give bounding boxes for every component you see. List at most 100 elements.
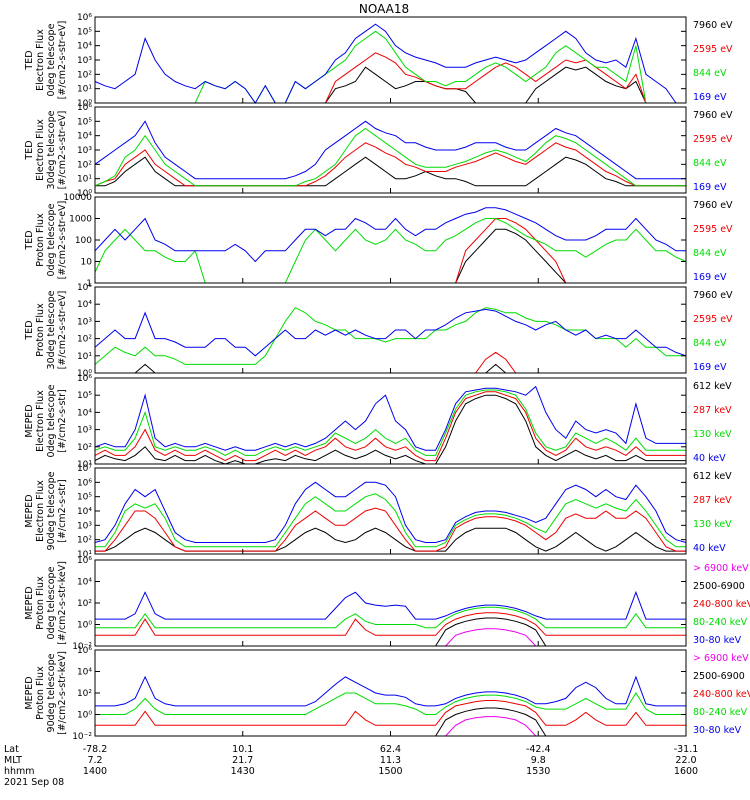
y-axis-label: 0deg telescope: [46, 203, 57, 276]
chart-title: NOAA18: [359, 2, 409, 16]
y-tick-label: 10⁰: [77, 99, 92, 109]
y-tick-label: 10²: [77, 536, 92, 546]
y-axis-label: [#/cm2-s-str-eV]: [57, 201, 68, 280]
series-line-8-5: [95, 675, 686, 707]
y-axis-label: 30deg telescope: [46, 290, 57, 369]
y-axis-label: 30deg telescope: [46, 110, 57, 189]
panel-frame: [94, 106, 687, 194]
y-tick-label: 10⁵: [77, 493, 92, 503]
legend-entry: 130 keV: [693, 429, 732, 440]
footer-tick-mlt: 7.2: [87, 755, 102, 766]
y-axis-label: 90deg telescope: [46, 653, 57, 732]
series-line-3-3: [94, 218, 687, 284]
footer-tick-hhmm: 1600: [674, 766, 698, 777]
legend-entry: 169 eV: [693, 92, 727, 103]
footer-date: 2021 Sep 08: [4, 777, 64, 788]
series-line-2-3: [94, 127, 686, 187]
footer-tick-mlt: 22.0: [675, 755, 696, 766]
y-tick-label: 10¹: [77, 460, 92, 470]
y-axis-label: [#/cm2-s-str-eV]: [57, 21, 68, 100]
y-tick-label: 10²: [77, 443, 92, 453]
footer-tick-lat: 62.4: [380, 744, 401, 755]
y-tick-label: 10⁵: [77, 117, 92, 127]
y-tick-label: 10⁶: [77, 13, 92, 23]
y-axis-label: Proton Flux: [35, 576, 46, 630]
series-line-8-3: [95, 700, 686, 726]
y-tick-label: 10³: [77, 56, 92, 66]
series-line-5-1: [94, 394, 686, 465]
y-tick-label: 10²: [77, 599, 92, 609]
y-tick-label: 10⁷: [77, 464, 92, 474]
series-line-7-4: [95, 606, 686, 629]
y-tick-label: 10⁵: [77, 391, 92, 401]
series-line-3-1: [95, 228, 686, 284]
y-tick-label: 10⁴: [77, 507, 92, 517]
y-tick-label: 10⁰: [77, 621, 92, 631]
legend-entry: 612 keV: [693, 471, 732, 482]
y-axis-label: MEPED: [24, 676, 35, 709]
series-line-6-3: [95, 493, 686, 548]
y-tick-label: 100: [75, 236, 92, 246]
panel-3: 1 10 100 1000 10000 TED Proton Flux 0deg telesc…: [24, 193, 733, 289]
series-line-2-1: [95, 156, 686, 187]
panel-frame: [94, 649, 687, 737]
y-tick-label: 10⁶: [77, 478, 92, 488]
y-tick-label: 10²: [77, 160, 92, 170]
y-axis-label: Proton Flux: [35, 213, 46, 267]
y-axis-label: Electron Flux: [35, 390, 46, 452]
y-tick-label: 10000: [63, 193, 92, 203]
y-tick-label: 10¹: [77, 175, 92, 185]
footer-tick-hhmm: 1500: [378, 766, 402, 777]
legend-entry: 7960 eV: [693, 290, 733, 301]
legend-entry: 80-240 keV: [693, 707, 748, 718]
legend-entry: 169 eV: [693, 362, 727, 373]
legend-entry: 844 eV: [693, 68, 727, 79]
footer-tick-lat: 10.1: [232, 744, 253, 755]
y-tick-label: 10⁴: [77, 408, 92, 418]
series-line-1-3: [95, 30, 686, 104]
y-tick-label: 10⁶: [77, 556, 92, 566]
legend-entry: 2595 eV: [693, 314, 733, 325]
legend-entry: 7960 eV: [693, 20, 733, 31]
y-axis-label: 0deg telescope: [46, 23, 57, 96]
y-tick-label: 10⁶: [77, 374, 92, 384]
panel-8: 10⁻² 10⁰ 10² 10⁴ 10⁶ MEPED Proton Flux 90deg te…: [24, 646, 750, 742]
footer-tick-lat: -78.2: [83, 744, 108, 755]
series-line-4-3: [94, 306, 686, 365]
panel-2: 10⁰ 10¹ 10² 10³ 10⁴ 10⁵ 10⁶ TED Electron Flux 30d…: [24, 103, 733, 199]
panel-6: 10¹ 10² 10³ 10⁴ 10⁵ 10⁶ 10⁷ MEPED Electron Flux 9…: [24, 464, 732, 560]
series-line-3-4: [94, 207, 686, 263]
series-line-7-5: [95, 590, 686, 620]
legend-entry: 7960 eV: [693, 110, 733, 121]
y-axis-label: 0deg telescope: [46, 384, 57, 457]
y-tick-label: 10⁴: [77, 578, 92, 588]
panel-frame: [94, 377, 687, 465]
y-axis-label: [#/cm2-s-str]: [57, 479, 68, 542]
panel-frame: [94, 467, 687, 555]
legend-entry: 287 keV: [693, 405, 732, 416]
y-tick-label: 10³: [77, 317, 92, 327]
legend-entry: 844 eV: [693, 248, 727, 259]
footer-tick-hhmm: 1430: [231, 766, 255, 777]
y-tick-label: 10²: [77, 335, 92, 345]
y-axis-label: [#/cm2-s-str]: [57, 389, 68, 452]
y-axis-label: [#/cm2-s-str-eV]: [57, 291, 68, 370]
y-tick-label: 10: [81, 258, 93, 268]
y-tick-label: 10⁴: [77, 668, 92, 678]
y-tick-label: 10⁶: [77, 103, 92, 113]
panel-frame: [94, 286, 687, 374]
y-axis-label: TED: [24, 50, 35, 70]
footer-tick-lat: -42.4: [526, 744, 551, 755]
series-line-7-3: [95, 612, 686, 636]
series-line-5-4: [94, 385, 686, 451]
y-tick-label: 10¹: [77, 550, 92, 560]
legend-entry: 7960 eV: [693, 200, 733, 211]
series-line-4-4: [94, 308, 687, 357]
legend-entry: > 6900 keV: [693, 653, 749, 664]
y-axis-label: Proton Flux: [35, 666, 46, 720]
footer-row-label: hhmm: [4, 766, 35, 777]
legend-entry: 2500-6900: [693, 671, 745, 682]
legend-entry: 169 eV: [693, 182, 727, 193]
